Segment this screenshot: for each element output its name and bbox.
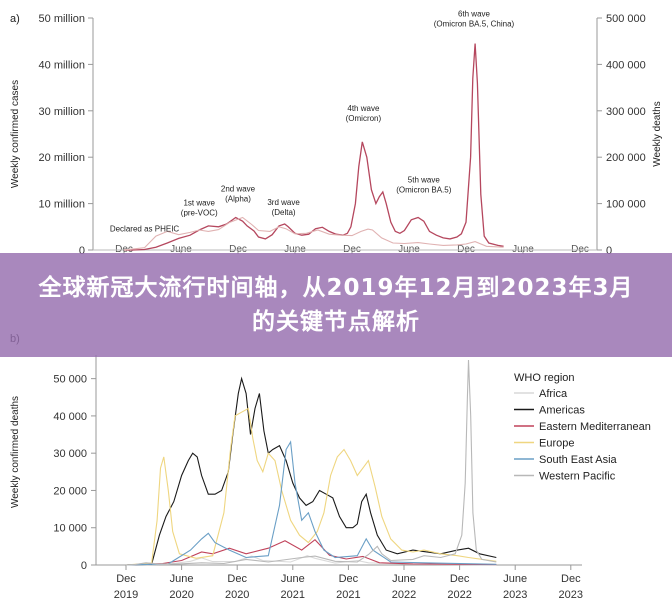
x-tick-month: Dec (450, 573, 470, 585)
y-tick-label: 40 000 (53, 411, 87, 423)
x-tick-month: Dec (227, 573, 247, 585)
y-tick-label: 20 million (39, 152, 85, 164)
x-tick-month: June (392, 573, 416, 585)
legend-entry: Europe (539, 438, 574, 450)
y-right-tick-label: 0 (606, 245, 612, 257)
wave-annotation: (Omicron) (346, 114, 382, 123)
wave-annotation: (Delta) (272, 208, 296, 217)
y-tick-label: 50 million (39, 13, 85, 25)
x-tick-month: Dec (116, 573, 136, 585)
x-tick-month: Dec (561, 573, 581, 585)
title-banner: 全球新冠大流行时间轴，从2019年12月到2023年3月的关键节点解析 (0, 253, 672, 357)
wave-annotation: (Alpha) (225, 194, 251, 203)
legend-entry: Africa (539, 388, 568, 400)
wave-annotation: 3rd wave (267, 198, 300, 207)
y-tick-label: 10 million (39, 199, 85, 211)
y-tick-label: 0 (81, 560, 87, 572)
y-axis-label: Weekly confirmed deaths (10, 396, 21, 508)
y-tick-label: 10 000 (53, 523, 87, 535)
x-tick-year: 2022 (392, 589, 416, 601)
banner-title: 全球新冠大流行时间轴，从2019年12月到2023年3月的关键节点解析 (38, 275, 634, 335)
wave-annotation: 1st wave (183, 199, 215, 208)
series-line-americas (125, 376, 497, 566)
wave-annotation: Declared as PHEIC (110, 224, 180, 233)
legend-entry: Americas (539, 405, 585, 417)
y-tick-label: 20 000 (53, 485, 87, 497)
panel-a-weekly-cases: a) 0 10 million 20 million 30 million 40 mill… (10, 9, 663, 257)
x-tick-month: Dec (339, 573, 359, 585)
series-line-cases (124, 43, 504, 251)
y-right-tick-label: 100 000 (606, 199, 646, 211)
x-tick-year: 2021 (281, 589, 305, 601)
x-tick-year: 2020 (225, 589, 249, 601)
x-tick-month: June (170, 573, 194, 585)
series-line-deaths (123, 216, 504, 251)
x-tick-month: June (503, 573, 527, 585)
x-tick-month: June (281, 573, 305, 585)
legend-entry: South East Asia (539, 454, 618, 466)
y-right-tick-label: 400 000 (606, 59, 646, 71)
y-right-tick-label: 500 000 (606, 13, 646, 25)
y-right-tick-label: 300 000 (606, 106, 646, 118)
wave-annotation: (Omicron BA.5) (396, 185, 451, 194)
wave-annotation: 6th wave (458, 9, 491, 18)
x-tick-year: 2020 (169, 589, 193, 601)
series-line-western-pacific (125, 359, 497, 566)
x-tick-year: 2023 (559, 589, 583, 601)
legend-entry: Eastern Mediterranean (539, 421, 651, 433)
y-axis-right-label: Weekly deaths (652, 101, 663, 166)
wave-annotation: 2nd wave (221, 184, 256, 193)
wave-annotation: 5th wave (408, 175, 441, 184)
wave-annotation: (pre-VOC) (181, 209, 218, 218)
series-line-eastern-mediterranean (125, 538, 497, 566)
y-tick-label: 30 million (39, 106, 85, 118)
series-line-europe (125, 407, 497, 566)
y-tick-label: 40 million (39, 59, 85, 71)
y-tick-label: 30 000 (53, 448, 87, 460)
legend-title: WHO region (514, 372, 575, 384)
y-right-tick-label: 200 000 (606, 152, 646, 164)
y-tick-label: 0 (79, 245, 85, 257)
series-line-south-east-asia (125, 440, 497, 566)
legend-entry: Western Pacific (539, 471, 616, 483)
y-tick-label: 50 000 (53, 374, 87, 386)
x-tick-year: 2023 (503, 589, 527, 601)
x-tick-year: 2019 (114, 589, 138, 601)
x-tick-year: 2021 (336, 589, 360, 601)
wave-annotation: 4th wave (347, 104, 380, 113)
wave-annotation: (Omicron BA.5, China) (434, 19, 515, 28)
x-tick-year: 2022 (447, 589, 471, 601)
y-axis-label: Weekly confirmed cases (10, 80, 21, 188)
panel-label-a: a) (10, 13, 20, 25)
